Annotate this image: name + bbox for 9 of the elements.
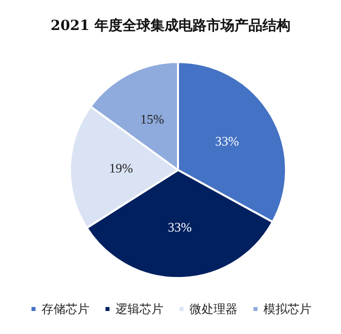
data-label: 33%	[168, 219, 192, 234]
legend-label: 模拟芯片	[264, 302, 312, 316]
data-label: 15%	[140, 112, 164, 127]
data-label: 33%	[215, 133, 240, 148]
legend-label: 存储芯片	[42, 302, 90, 316]
chart-title: 2021 年度全球集成电路市场产品结构	[50, 17, 290, 34]
legend-label: 微处理器	[190, 302, 238, 316]
data-label: 19%	[109, 160, 134, 176]
legend-label: 逻辑芯片	[116, 302, 164, 316]
